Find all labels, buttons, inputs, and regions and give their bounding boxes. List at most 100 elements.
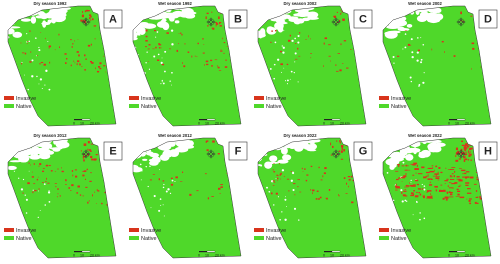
scale-bar-a — [324, 251, 332, 253]
invasive-patch — [273, 171, 276, 173]
cleared-spot — [162, 186, 165, 189]
cleared-area — [282, 141, 289, 146]
invasive-patch — [29, 61, 32, 63]
invasive-patch — [410, 194, 414, 197]
cleared-area — [26, 141, 38, 145]
invasive-patch — [341, 147, 343, 150]
cleared-area — [258, 153, 268, 157]
legend-native: Native — [266, 104, 282, 110]
cleared-area — [141, 6, 155, 9]
cleared-spot — [139, 163, 142, 166]
invasive-patch — [412, 184, 416, 186]
invasive-patch — [219, 193, 221, 194]
cleared-area — [142, 158, 148, 161]
scale-label: 20 km — [340, 121, 350, 125]
invasive-patch — [476, 202, 479, 204]
invasive-patch — [336, 11, 338, 13]
cleared-spot — [151, 161, 154, 165]
invasive-patch — [465, 182, 470, 184]
invasive-patch — [107, 62, 109, 65]
invasive-patch — [85, 186, 88, 188]
invasive-patch — [395, 185, 396, 187]
invasive-patch — [440, 171, 443, 174]
invasive-patch — [299, 32, 301, 34]
invasive-patch — [28, 162, 30, 164]
legend-native: Native — [141, 104, 157, 110]
invasive-patch — [333, 15, 336, 18]
cleared-spot — [169, 192, 172, 194]
invasive-patch — [418, 191, 420, 194]
invasive-patch — [91, 158, 94, 161]
panel-letter: H — [484, 145, 492, 157]
invasive-patch — [107, 51, 109, 53]
cleared-area — [383, 145, 386, 150]
cleared-spot — [156, 31, 159, 33]
invasive-patch — [450, 191, 453, 194]
invasive-patch — [304, 168, 306, 170]
invasive-patch — [468, 148, 472, 151]
invasive-patch — [77, 185, 80, 188]
invasive-patch — [455, 159, 459, 162]
cleared-area — [12, 31, 23, 38]
invasive-patch — [94, 158, 97, 160]
cleared-spot — [285, 80, 287, 82]
invasive-patch — [85, 178, 86, 181]
invasive-patch — [403, 190, 407, 192]
cleared-spot — [24, 74, 25, 76]
invasive-patch — [59, 46, 61, 48]
invasive-patch — [456, 188, 459, 191]
invasive-patch — [337, 53, 341, 54]
invasive-patch — [109, 178, 112, 180]
native-area — [258, 138, 366, 258]
cleared-spot — [404, 199, 407, 202]
legend-native: Native — [391, 104, 407, 110]
invasive-patch — [453, 175, 455, 178]
invasive-patch — [77, 39, 79, 40]
invasive-patch — [449, 176, 453, 178]
invasive-patch — [279, 173, 281, 176]
invasive-patch — [340, 43, 342, 46]
cleared-area — [136, 28, 141, 36]
cleared-spot — [145, 165, 147, 168]
cleared-spot — [384, 185, 387, 188]
scale-label: 10 — [330, 121, 334, 125]
invasive-patch — [462, 176, 467, 178]
panel-title: Dry season 2012 — [33, 133, 67, 138]
cleared-spot — [420, 58, 423, 61]
invasive-patch — [435, 189, 438, 192]
cleared-spot — [27, 88, 29, 91]
invasive-patch — [356, 66, 359, 69]
cleared-area — [159, 6, 168, 12]
invasive-patch — [233, 45, 234, 47]
invasive-patch — [317, 198, 320, 200]
cleared-spot — [411, 51, 414, 54]
invasive-patch — [442, 189, 446, 192]
cleared-area — [274, 22, 284, 30]
north-arrow — [81, 17, 91, 27]
invasive-patch — [425, 175, 429, 177]
invasive-patch — [145, 46, 147, 48]
cleared-area — [8, 28, 15, 35]
invasive-patch — [286, 178, 290, 180]
invasive-patch — [413, 162, 418, 165]
invasive-patch — [21, 62, 23, 65]
invasive-patch — [310, 38, 311, 40]
invasive-patch — [476, 178, 479, 181]
invasive-patch — [33, 183, 36, 185]
cleared-area — [8, 141, 9, 146]
panel-letter: F — [235, 145, 242, 157]
invasive-patch — [431, 48, 433, 51]
cleared-spot — [35, 37, 37, 39]
letter-box — [228, 141, 248, 161]
invasive-patch — [145, 40, 148, 42]
cleared-area — [9, 147, 16, 150]
invasive-patch — [468, 153, 470, 155]
invasive-patch — [324, 37, 328, 40]
invasive-patch — [232, 197, 234, 199]
cleared-spot — [422, 81, 425, 84]
invasive-patch — [40, 61, 44, 63]
invasive-patch — [99, 62, 102, 65]
invasive-patch — [471, 42, 475, 45]
invasive-patch — [270, 192, 273, 195]
invasive-patch — [413, 190, 415, 192]
